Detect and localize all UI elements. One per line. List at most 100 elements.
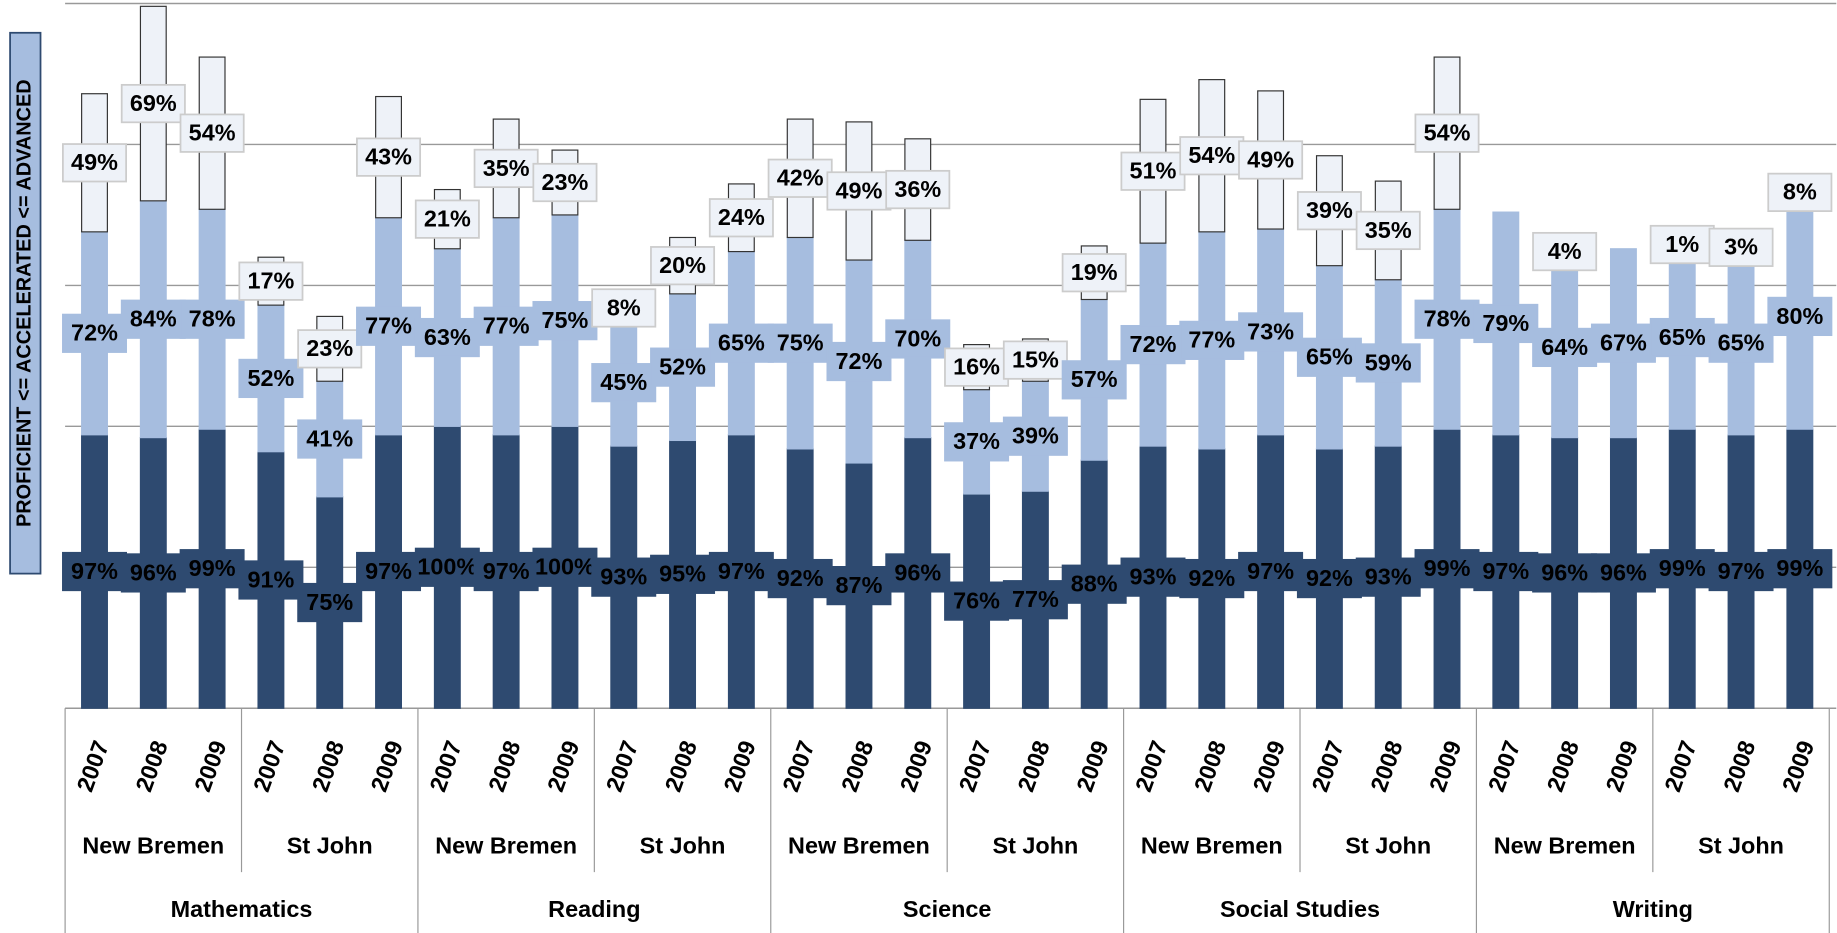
label-box [1414, 299, 1480, 339]
label-box [1120, 557, 1186, 597]
label-box [356, 137, 422, 177]
value-label: 95% [659, 561, 706, 587]
value-label: 72% [836, 348, 883, 374]
subject-label: Reading [548, 896, 640, 922]
value-label: 65% [1306, 344, 1353, 370]
label-box [1296, 337, 1362, 377]
x-tick-label: 2008 [1013, 737, 1055, 795]
label-box [120, 83, 186, 124]
value-label: 87% [836, 572, 883, 598]
label-box [1767, 549, 1833, 589]
label-box [1708, 323, 1774, 363]
label-box [238, 261, 304, 301]
label-box [591, 363, 657, 403]
label-box [297, 329, 363, 369]
value-label: 65% [1659, 324, 1706, 350]
label-box [1061, 564, 1127, 604]
value-label: 99% [1776, 555, 1823, 581]
value-label: 15% [1012, 346, 1059, 372]
label-box [1767, 296, 1833, 337]
value-label: 99% [189, 555, 236, 581]
label-box [1238, 140, 1304, 180]
label-box [473, 551, 539, 592]
value-label: 54% [1188, 142, 1235, 168]
value-label: 77% [365, 313, 412, 339]
value-label: 8% [1783, 179, 1817, 205]
x-tick-label: 2009 [1601, 737, 1643, 795]
x-tick-label: 2007 [1307, 737, 1349, 795]
x-tick-label: 2008 [1542, 737, 1584, 795]
label-box [767, 323, 833, 363]
value-label: 75% [542, 307, 589, 333]
value-label: 3% [1724, 234, 1758, 260]
x-tick-label: 2007 [1483, 737, 1525, 795]
label-box [1355, 210, 1421, 251]
label-box [1179, 558, 1245, 599]
school-label: St John [1345, 833, 1431, 859]
value-label: 96% [1600, 559, 1647, 585]
label-box [944, 581, 1010, 621]
value-label: 54% [1424, 120, 1471, 146]
x-tick-label: 2007 [601, 737, 643, 795]
value-label: 23% [306, 335, 353, 361]
label-box [62, 551, 127, 592]
value-label: 65% [718, 330, 765, 356]
value-label: 84% [130, 306, 177, 332]
label-box [414, 547, 480, 587]
value-label: 97% [1247, 558, 1294, 584]
label-box [1296, 558, 1362, 599]
label-box [885, 319, 951, 359]
value-label: 49% [71, 149, 118, 175]
label-box [414, 199, 480, 239]
label-box [179, 549, 245, 589]
value-label: 99% [1424, 555, 1471, 581]
x-tick-label: 2007 [248, 737, 290, 795]
label-box [1179, 136, 1245, 176]
x-tick-label: 2008 [1718, 737, 1760, 795]
label-box [238, 358, 304, 399]
label-box [1473, 303, 1539, 344]
school-label: New Bremen [1141, 833, 1283, 859]
value-label: 88% [1071, 571, 1118, 597]
value-label: 97% [365, 558, 412, 584]
label-box [356, 306, 422, 346]
label-box [1238, 551, 1304, 592]
label-box [1120, 324, 1186, 365]
value-label: 43% [365, 144, 412, 170]
value-label: 93% [600, 564, 647, 590]
label-box [1473, 551, 1539, 592]
value-label: 72% [1130, 331, 1177, 357]
x-tick-label: 2008 [483, 737, 525, 795]
value-label: 77% [1188, 327, 1235, 353]
value-label: 20% [659, 252, 706, 278]
x-tick-label: 2007 [1130, 737, 1172, 795]
subject-label: Science [903, 896, 991, 922]
label-box [591, 557, 657, 597]
label-box [826, 341, 892, 382]
label-box [1355, 343, 1421, 383]
value-label: 49% [1247, 146, 1294, 172]
label-box [885, 169, 951, 210]
value-label: 64% [1541, 334, 1588, 360]
value-label: 75% [306, 589, 353, 615]
value-label: 52% [659, 354, 706, 380]
subject-label: Social Studies [1220, 896, 1380, 922]
school-label: New Bremen [435, 833, 577, 859]
value-label: 92% [1306, 565, 1353, 591]
value-label: 37% [953, 428, 1000, 454]
value-label: 52% [247, 365, 294, 391]
value-label: 93% [1365, 564, 1412, 590]
label-box [1179, 320, 1245, 360]
label-box [650, 246, 716, 286]
value-label: 16% [953, 354, 1000, 380]
label-box [1414, 113, 1480, 153]
school-label: St John [1698, 833, 1784, 859]
label-box [1590, 553, 1656, 593]
value-label: 93% [1130, 564, 1177, 590]
x-tick-label: 2007 [72, 737, 114, 795]
subject-label: Mathematics [171, 896, 313, 922]
x-tick-label: 2009 [189, 737, 231, 795]
value-label: 77% [483, 313, 530, 339]
school-label: St John [287, 833, 373, 859]
value-label: 96% [130, 559, 177, 585]
